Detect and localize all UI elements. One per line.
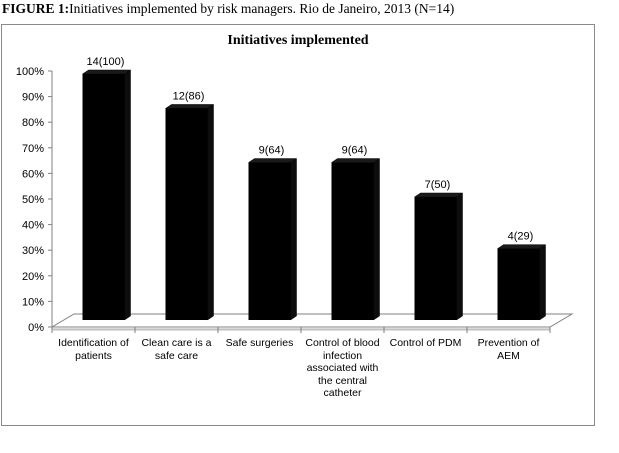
y-tick-label: 80% [22,117,44,129]
bar-side-2 [290,158,297,321]
y-tick-label: 20% [22,271,44,283]
figure-caption-text: Initiatives implemented by risk managers… [69,1,455,16]
bar-top-4 [413,192,464,198]
bar-top-0 [81,69,132,75]
bar-side-1 [207,103,214,321]
bar-side-5 [539,244,546,321]
bar-side-4 [456,192,463,321]
y-tick-label: 40% [22,220,44,232]
y-tick-label: 50% [22,194,44,206]
bar-data-label-1: 12(86) [173,90,205,102]
x-category-label-5: Prevention of AEM [477,337,540,362]
y-tick-label: 100% [16,66,44,78]
y-tick-label: 30% [22,245,44,257]
x-category-label-0: Identification of patients [58,337,129,362]
x-category-label-3: Control of blood infection associated wi… [305,337,380,399]
bar-data-label-2: 9(64) [259,145,285,157]
bar-top-1 [164,104,215,109]
bar-data-label-3: 9(64) [342,145,368,157]
y-tick-label: 70% [22,143,44,155]
x-category-label-4: Control of PDM [389,337,462,349]
bar-top-3 [330,158,381,163]
y-tick-label: 90% [22,92,44,104]
figure-caption: FIGURE 1:Initiatives implemented by risk… [2,1,454,17]
chart-plot: 0% 10% 20% 30% 40% 50% 60% 70% 80% 90% 100% 14(100)… [16,56,574,334]
bar-0 [82,74,125,320]
y-tick-label: 0% [28,322,44,334]
y-tick-label: 60% [22,168,44,180]
bar-2 [248,162,291,320]
bar-data-label-0: 14(100) [87,56,125,68]
bar-data-label-4: 7(50) [425,179,451,191]
bar-side-3 [373,158,380,321]
bar-5 [497,248,540,320]
bar-data-label-5: 4(29) [508,231,534,243]
bar-3 [331,162,374,320]
y-tick-label: 10% [22,296,44,308]
figure-label: FIGURE 1: [2,1,70,16]
bar-top-5 [496,244,547,249]
chart-title: Initiatives implemented [227,33,369,48]
bar-1 [165,108,208,320]
x-category-label-1: Clean care is a safe care [141,337,212,362]
bar-top-2 [247,158,298,163]
x-category-label-2: Safe surgeries [225,337,294,349]
bar-4 [414,197,457,320]
bar-side-0 [124,69,131,321]
chart-frame: 0% 10% 20% 30% 40% 50% 60% 70% 80% 90% 100% 14(100)… [1,24,595,426]
